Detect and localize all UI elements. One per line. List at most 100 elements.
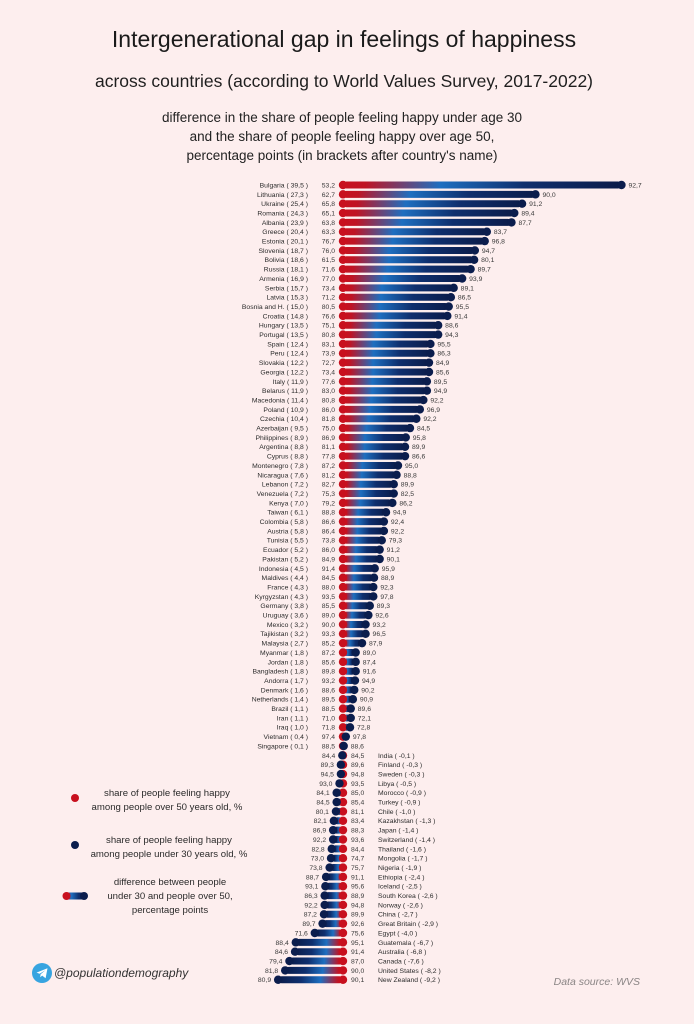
- under30-marker: [369, 573, 379, 582]
- chart-row: Taiwan ( 6,1 ) 88,8 94,9: [267, 508, 406, 517]
- over50-value-label: 77,0: [322, 276, 335, 283]
- under30-value-label: 82,5: [401, 491, 414, 498]
- difference-bar: [343, 462, 398, 469]
- over50-value-label: 88,5: [322, 706, 335, 713]
- under30-marker: [361, 620, 370, 629]
- under30-marker: [388, 498, 397, 508]
- difference-bar: [343, 555, 380, 563]
- country-label: Argentina ( 8,8 ): [259, 444, 308, 451]
- difference-bar: [343, 480, 394, 488]
- country-label: Ecuador ( 5,2 ): [263, 547, 308, 554]
- over50-marker: [338, 723, 348, 732]
- under30-marker: [369, 582, 378, 592]
- over50-value-label: 86,0: [322, 547, 335, 554]
- chart-row: Guatemala ( -6,7 ) 88,4 95,1: [276, 938, 433, 947]
- over50-marker: [338, 797, 348, 807]
- under30-marker: [466, 264, 475, 274]
- under30-value-label: 86,3: [437, 351, 450, 358]
- country-label: Great Britain ( -2,9 ): [378, 921, 438, 928]
- over50-marker: [338, 620, 348, 629]
- over50-marker: [338, 638, 348, 648]
- under30-value-label: 94,3: [445, 332, 458, 339]
- country-label: Peru ( 12,4 ): [270, 351, 308, 358]
- over50-value-label: 87,0: [351, 958, 364, 965]
- over50-value-label: 77,8: [322, 454, 335, 461]
- over50-value-label: 94,8: [351, 771, 364, 778]
- over50-marker: [338, 667, 348, 676]
- under30-value-label: 89,5: [434, 379, 447, 386]
- under30-marker: [470, 246, 480, 255]
- over50-marker: [338, 199, 348, 208]
- difference-bar: [326, 873, 343, 881]
- country-label: Greece ( 20,4 ): [262, 229, 308, 236]
- over50-value-label: 87,2: [322, 463, 335, 470]
- country-label: India ( -0,1 ): [378, 753, 415, 760]
- telegram-handle[interactable]: @populationdemography: [32, 963, 189, 983]
- chart-row: Morocco ( -0,9 ) 84,1 85,0: [316, 788, 426, 797]
- country-label: Montenegro ( 7,8 ): [252, 463, 308, 470]
- chart-row: Turkey ( -0,9 ) 84,5 85,4: [316, 797, 420, 807]
- chart-row: Canada ( -7,6 ) 79,4 87,0: [269, 956, 424, 965]
- difference-bar: [343, 405, 420, 413]
- country-label: Ukraine ( 25,4 ): [261, 201, 308, 208]
- country-label: New Zealand ( -9,2 ): [378, 977, 440, 984]
- country-label: Slovenia ( 18,7 ): [259, 248, 309, 255]
- difference-bar: [343, 630, 366, 638]
- chart-row: Cyprus ( 8,8 ) 77,8 86,6: [267, 451, 425, 461]
- difference-bar: [343, 321, 439, 329]
- difference-bar: [343, 387, 427, 395]
- telegram-handle-text[interactable]: @populationdemography: [54, 966, 189, 980]
- under30-marker: [326, 854, 336, 863]
- under30-marker: [291, 938, 300, 947]
- over50-marker: [338, 657, 348, 667]
- under30-marker: [335, 779, 344, 788]
- chart-row: Azerbaijan ( 9,5 ) 75,0 84,5: [256, 423, 430, 433]
- over50-marker: [338, 629, 348, 638]
- under30-value-label: 88,6: [445, 323, 458, 330]
- over50-marker: [338, 367, 348, 377]
- under30-marker: [351, 657, 360, 667]
- chart-row: Peru ( 12,4 ) 73,9 86,3: [270, 349, 451, 358]
- under30-marker: [290, 947, 300, 956]
- over50-marker: [338, 405, 348, 414]
- chart-row: Switzerland ( -1,4 ) 92,2 93,6: [313, 835, 435, 844]
- under30-marker: [273, 975, 283, 984]
- country-label: Cyprus ( 8,8 ): [267, 454, 308, 461]
- under30-value-label: 92,7: [628, 182, 641, 189]
- over50-value-label: 75,7: [351, 865, 364, 872]
- difference-bar: [278, 976, 343, 984]
- under30-value-label: 72,1: [358, 715, 371, 722]
- over50-value-label: 80,8: [322, 397, 335, 404]
- difference-bar: [343, 536, 382, 544]
- difference-bar: [343, 499, 393, 507]
- under30-marker: [422, 377, 432, 386]
- over50-marker: [338, 601, 348, 610]
- over50-value-label: 93,2: [322, 678, 335, 685]
- difference-bar: [343, 209, 515, 217]
- over50-marker: [338, 508, 348, 517]
- over50-marker: [338, 910, 348, 919]
- under30-marker: [328, 835, 338, 844]
- over50-marker: [338, 386, 348, 395]
- chart-row: Iceland ( -2,5 ) 93,1 95,6: [305, 882, 422, 891]
- country-label: Germany ( 3,8 ): [260, 603, 308, 610]
- chart-row: Colombia ( 5,8 ) 86,6 92,4: [260, 517, 404, 526]
- chart-row: Ecuador ( 5,2 ) 86,0 91,2: [263, 545, 400, 554]
- over50-marker: [338, 414, 348, 423]
- country-label: Malaysia ( 2,7 ): [262, 641, 308, 648]
- over50-marker: [338, 442, 348, 451]
- country-label: Venezuela ( 7,2 ): [257, 491, 308, 498]
- country-label: France ( 4,3 ): [267, 584, 308, 591]
- difference-bar: [343, 246, 475, 254]
- country-label: Czechia ( 10,4 ): [260, 416, 308, 423]
- chart-row: Great Britain ( -2,9 ) 89,7 92,6: [302, 919, 438, 928]
- chart-row: Lebanon ( 7,2 ) 82,7 89,9: [262, 480, 414, 489]
- under30-marker: [412, 414, 421, 423]
- over50-marker: [338, 704, 348, 713]
- over50-value-label: 83,1: [322, 341, 335, 348]
- under30-value-label: 92,2: [304, 902, 317, 909]
- under30-marker: [482, 227, 492, 236]
- difference-bar: [343, 190, 536, 198]
- difference-bar: [343, 265, 471, 273]
- difference-bar: [343, 368, 430, 376]
